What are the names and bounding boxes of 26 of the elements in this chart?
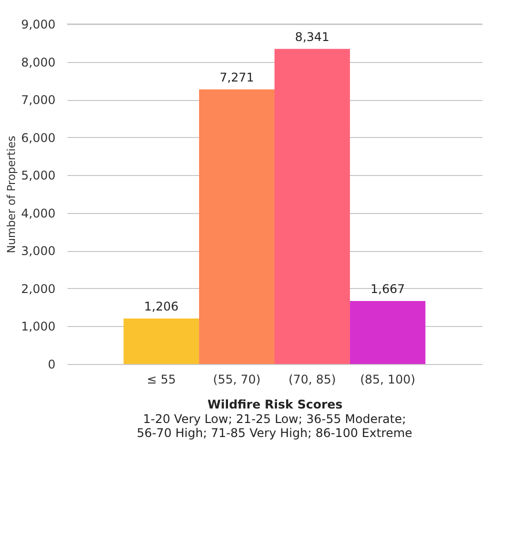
bar (199, 89, 274, 364)
bar (124, 318, 200, 364)
y-tick-label: 6,000 (21, 130, 56, 145)
data-label: 7,271 (220, 70, 254, 84)
y-tick-label: 4,000 (21, 206, 56, 220)
y-tick-label: 5,000 (21, 168, 56, 183)
data-label: 1,206 (144, 299, 178, 314)
x-tick-label: ≤ 55 (146, 372, 176, 386)
data-label: 1,667 (370, 282, 405, 296)
x-tick-label: (70, 85) (288, 372, 336, 386)
y-tick-label: 9,000 (21, 18, 56, 32)
y-tick-label: 1,000 (21, 320, 56, 334)
text: 56-70 High; 71-85 Very High; 86-100 Extreme (136, 426, 412, 440)
y-axis-title: Number of Properties (5, 136, 18, 254)
x-axis-title: Wildfire Risk Scores (207, 398, 343, 412)
bar (350, 301, 426, 364)
y-tick-label: 2,000 (21, 282, 56, 296)
y-tick-label: 0 (48, 358, 56, 372)
y-tick-label: 3,000 (21, 244, 56, 258)
data-label: 8,341 (295, 30, 330, 44)
y-tick-label: 8,000 (21, 55, 56, 70)
text: 1-20 Very Low; 21-25 Low; 36-55 Moderate; (142, 412, 406, 426)
y-tick-label: 7,000 (21, 93, 56, 108)
x-tick-label: (55, 70) (213, 372, 261, 386)
x-tick-label: (85, 100) (360, 372, 416, 386)
bar (274, 48, 350, 364)
